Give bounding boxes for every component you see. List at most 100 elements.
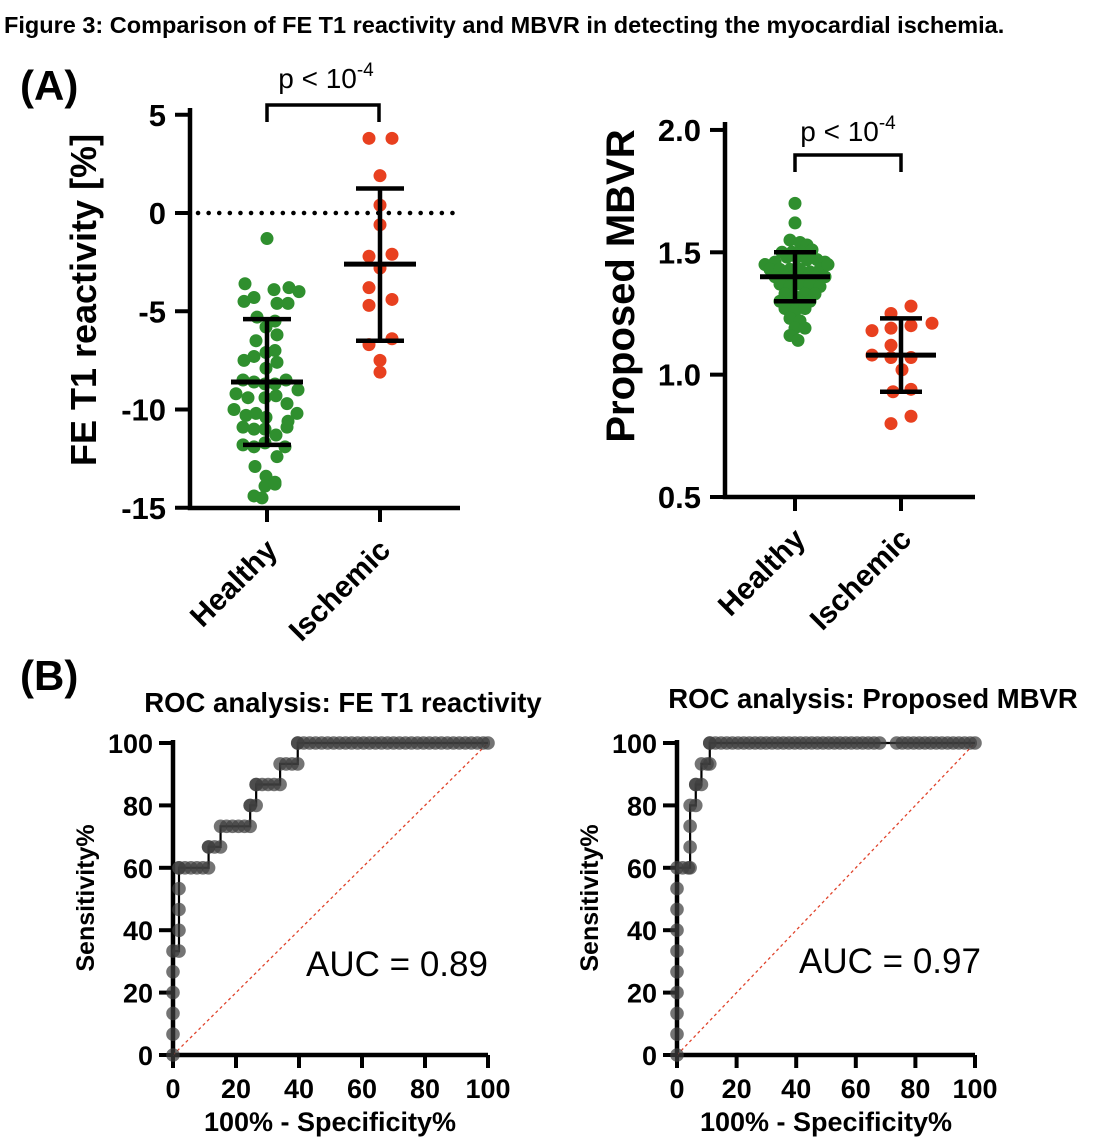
data-point xyxy=(237,353,251,367)
roc-threshold-dot xyxy=(670,985,684,1000)
y-tick-label: 2.0 xyxy=(658,113,701,148)
roc-threshold-dot xyxy=(683,840,697,854)
data-point xyxy=(269,428,283,442)
y-tick-label: -15 xyxy=(121,491,166,526)
roc-threshold-dot xyxy=(688,798,703,813)
roc-threshold-dot xyxy=(172,881,186,896)
roc-threshold-dot xyxy=(670,902,684,917)
data-point xyxy=(362,131,376,145)
data-point xyxy=(778,302,792,316)
x-tick-label: 20 xyxy=(221,1074,251,1104)
roc-threshold-dot xyxy=(694,777,709,792)
x-tick-label: 80 xyxy=(410,1074,440,1104)
data-point xyxy=(258,479,272,493)
data-point xyxy=(239,408,253,422)
y-tick-label: -10 xyxy=(121,393,166,428)
data-point xyxy=(773,277,787,291)
figure-title: Figure 3: Comparison of FE T1 reactivity… xyxy=(4,12,1004,38)
roc-threshold-dot xyxy=(273,777,287,792)
roc-threshold-dot xyxy=(670,923,684,937)
data-point xyxy=(925,316,939,330)
data-point xyxy=(282,281,296,295)
roc1-title: ROC analysis: FE T1 reactivity xyxy=(144,687,542,718)
roc-threshold-dot xyxy=(166,1027,180,1041)
axis-frame xyxy=(722,122,975,500)
x-tick-label: 100 xyxy=(952,1074,997,1104)
data-point xyxy=(362,281,376,295)
data-point xyxy=(798,302,812,316)
roc2-title: ROC analysis: Proposed MBVR xyxy=(668,683,1078,714)
y-tick-label: 80 xyxy=(627,791,657,821)
x-tick-label: 60 xyxy=(347,1074,377,1104)
data-point xyxy=(236,420,250,434)
y-tick-label: 1.5 xyxy=(658,235,701,270)
roc1-x-axis-label: 100% - Specificity% xyxy=(204,1107,456,1137)
data-point xyxy=(798,321,812,335)
roc-threshold-dot xyxy=(243,819,257,834)
roc-threshold-dot xyxy=(683,819,697,833)
roc-threshold-dot xyxy=(166,985,180,1000)
category-label: Healthy xyxy=(184,533,284,633)
data-point xyxy=(269,389,283,403)
data-point xyxy=(270,328,284,342)
data-point xyxy=(255,491,269,505)
y-tick-label: 40 xyxy=(627,916,657,946)
data-point xyxy=(788,196,802,210)
y-tick-label: 100 xyxy=(612,729,657,759)
data-point xyxy=(783,311,797,325)
roc-threshold-dot xyxy=(670,964,684,979)
data-point xyxy=(241,391,255,405)
data-point xyxy=(280,397,294,411)
y-tick-label: 40 xyxy=(123,916,153,946)
y-tick-label: 80 xyxy=(123,791,153,821)
roc-threshold-dot xyxy=(670,944,684,958)
data-point xyxy=(788,216,802,230)
y-tick-label: 60 xyxy=(123,854,153,884)
data-point xyxy=(247,290,261,304)
chance-diagonal-line xyxy=(172,742,489,1056)
data-point xyxy=(385,292,399,306)
category-label: Ischemic xyxy=(804,523,918,637)
roc-threshold-dot xyxy=(172,923,186,938)
axis-frame xyxy=(674,740,975,1058)
roc-threshold-dot xyxy=(683,861,697,875)
chance-diagonal-line xyxy=(676,742,976,1056)
data-point xyxy=(884,338,898,352)
roc-threshold-dot xyxy=(172,902,186,917)
y-tick-label: 20 xyxy=(627,979,657,1009)
y-tick-label: -5 xyxy=(138,294,166,329)
fet1-significance-label: p < 10-4 xyxy=(278,60,374,94)
roc2-auc-value: AUC = 0.97 xyxy=(799,942,981,981)
roc1-y-axis-label: Sensitivity% xyxy=(72,824,100,971)
data-point xyxy=(292,285,306,299)
y-tick-label: 5 xyxy=(149,98,166,133)
roc-threshold-dot xyxy=(249,798,263,813)
roc2-x-axis-label: 100% - Specificity% xyxy=(700,1107,952,1137)
p-value-text: p < 10 xyxy=(278,63,357,94)
x-tick-label: 80 xyxy=(900,1074,930,1104)
x-tick-label: 60 xyxy=(841,1074,871,1104)
data-point xyxy=(281,296,295,310)
data-point xyxy=(373,169,387,183)
data-point xyxy=(291,383,305,397)
x-tick-label: 100 xyxy=(465,1074,510,1104)
roc-fet1-plot: 0 20 40 60 80 100 0 20 40 60 80 100 xyxy=(108,729,511,1104)
data-point xyxy=(385,247,399,261)
data-point xyxy=(267,283,281,297)
data-point xyxy=(268,477,282,491)
roc2-y-axis-label: Sensitivity% xyxy=(576,824,604,971)
x-tick-label: 40 xyxy=(284,1074,314,1104)
data-point xyxy=(249,406,263,420)
y-tick-label: 0 xyxy=(642,1041,657,1071)
roc-threshold-dot xyxy=(166,1048,180,1062)
roc-threshold-dot xyxy=(670,1006,684,1021)
roc-threshold-dot xyxy=(172,944,186,958)
roc-threshold-dot xyxy=(670,1048,684,1062)
axis-frame xyxy=(187,108,460,511)
roc-threshold-dot xyxy=(481,736,495,750)
data-point xyxy=(373,365,387,379)
roc-threshold-dot xyxy=(670,1027,684,1041)
